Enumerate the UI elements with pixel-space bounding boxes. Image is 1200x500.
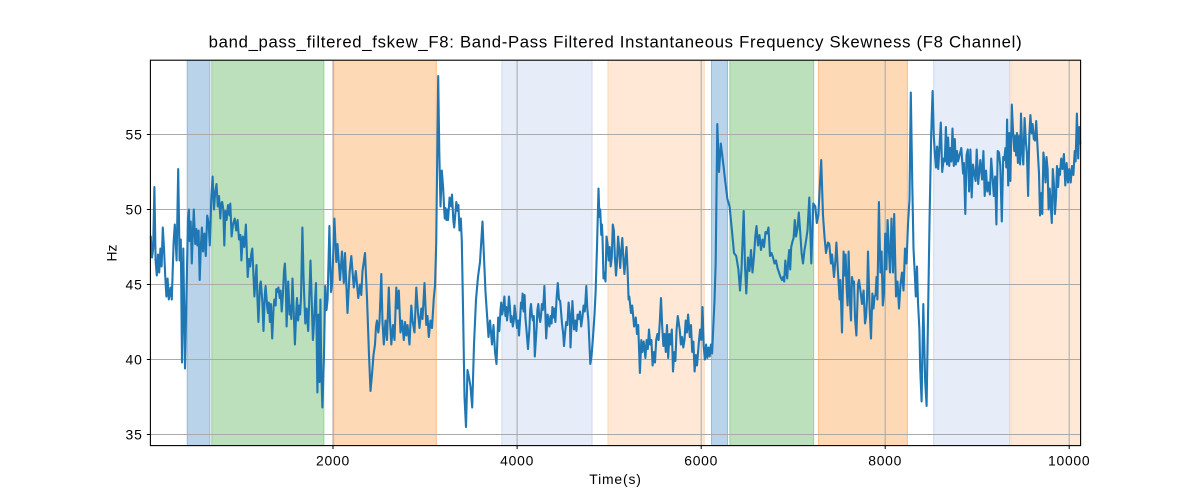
svg-text:50: 50 bbox=[126, 201, 143, 217]
svg-text:4000: 4000 bbox=[500, 453, 534, 469]
svg-text:band_pass_filtered_fskew_F8: B: band_pass_filtered_fskew_F8: Band-Pass F… bbox=[209, 33, 1023, 52]
svg-text:6000: 6000 bbox=[684, 453, 718, 469]
svg-text:Hz: Hz bbox=[104, 244, 120, 261]
svg-text:10000: 10000 bbox=[1048, 453, 1090, 469]
svg-text:35: 35 bbox=[126, 426, 143, 442]
svg-text:40: 40 bbox=[126, 351, 143, 367]
svg-text:45: 45 bbox=[126, 276, 143, 292]
svg-text:2000: 2000 bbox=[316, 453, 350, 469]
svg-text:Time(s): Time(s) bbox=[589, 471, 642, 487]
svg-text:55: 55 bbox=[126, 126, 143, 142]
svg-text:8000: 8000 bbox=[868, 453, 902, 469]
